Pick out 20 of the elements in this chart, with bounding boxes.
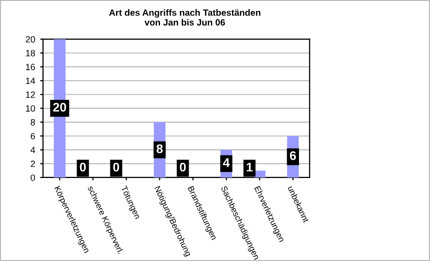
y-tick-label: 8 (30, 119, 35, 126)
chart-title: Art des Angriffs nach Tatbeständen von Jan bis Jun 06 (109, 9, 260, 26)
y-tick-label: 10 (26, 105, 36, 112)
y-tick-label: 12 (26, 91, 35, 98)
y-tick-label: 14 (26, 78, 36, 84)
y-tick-label: 2 (30, 160, 35, 167)
data-label: 4 (223, 158, 230, 167)
data-label: 1 (246, 162, 253, 172)
y-tick-label: 16 (26, 64, 35, 70)
data-label: 0 (180, 162, 186, 172)
data-label: 0 (80, 162, 86, 172)
data-label: 20 (53, 102, 66, 112)
y-tick-label: 20 (26, 36, 36, 43)
data-label: 0 (113, 162, 120, 172)
y-tick-label: 4 (30, 146, 36, 154)
y-tick-label: 18 (26, 50, 35, 56)
y-tick-label: 0 (30, 174, 36, 181)
data-label: 8 (156, 144, 163, 154)
y-tick-label: 6 (30, 132, 35, 140)
data-label: 6 (290, 151, 296, 160)
